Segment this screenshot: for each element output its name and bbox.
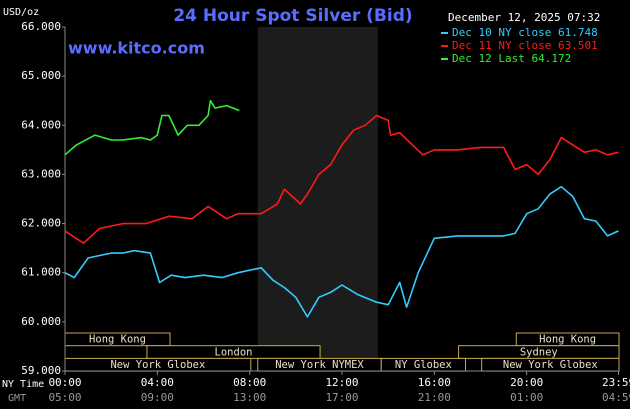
- y-tick-label: 59.000: [21, 364, 61, 377]
- series-line: [64, 99, 240, 156]
- gmt-tick-label: 01:00: [510, 391, 543, 404]
- y-tick-label: 63.000: [21, 167, 61, 180]
- session-label: London: [215, 346, 253, 358]
- x-tick-label: 08:00: [233, 376, 266, 389]
- highlight-band: [257, 27, 378, 371]
- x-tick-label: 23:59: [602, 376, 630, 389]
- session-label: Hong Kong: [89, 334, 146, 346]
- session-label: Sydney: [520, 346, 558, 358]
- y-tick-label: 60.000: [21, 315, 61, 328]
- y-tick-label: 65.000: [21, 69, 61, 82]
- source: www.kitco.com: [68, 39, 205, 58]
- gmt-tick-label: 05:00: [48, 391, 81, 404]
- gmt-tick-label: 21:00: [418, 391, 451, 404]
- gmt-tick-label: 09:00: [141, 391, 174, 404]
- session-label: Hong Kong: [539, 334, 596, 346]
- legend-label: Dec 12 Last 64.172: [452, 52, 571, 65]
- gmt-tick-label: 04:59: [602, 391, 630, 404]
- y-tick-label: 66.000: [21, 20, 61, 33]
- y-tick-label: 62.000: [21, 217, 61, 230]
- x-tick-label: 04:00: [141, 376, 174, 389]
- y-tick-label: 64.000: [21, 118, 61, 131]
- series-line: [64, 114, 619, 244]
- y-tick-label: 61.000: [21, 266, 61, 279]
- x-tick-label: 12:00: [325, 376, 358, 389]
- chart-title: 24 Hour Spot Silver (Bid): [173, 6, 412, 26]
- session-label: New York Globex: [503, 359, 598, 371]
- legend-label: Dec 10 NY close 61.748: [452, 26, 598, 39]
- gmt-tick-label: 17:00: [325, 391, 358, 404]
- session-label: New York NYMEX: [275, 359, 364, 371]
- x-tick-label: 20:00: [510, 376, 543, 389]
- x-row-label: GMT: [8, 393, 26, 404]
- session-label: New York Globex: [110, 359, 205, 371]
- timestamp: December 12, 2025 07:32: [448, 11, 600, 24]
- x-tick-label: 00:00: [48, 376, 81, 389]
- x-tick-label: 16:00: [418, 376, 451, 389]
- series-line: [64, 185, 619, 318]
- x-row-label: NY Time: [2, 379, 44, 390]
- legend-label: Dec 11 NY close 63.501: [452, 39, 598, 52]
- unit-label: USD/oz: [3, 7, 39, 18]
- gmt-tick-label: 13:00: [233, 391, 266, 404]
- session-label: NY Globex: [395, 359, 452, 371]
